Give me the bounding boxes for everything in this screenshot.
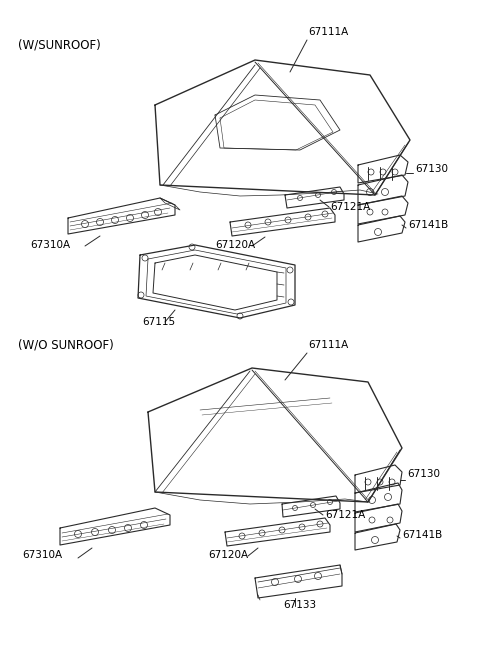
Text: 67111A: 67111A (308, 340, 348, 350)
Text: 67120A: 67120A (215, 240, 255, 250)
Text: 67130: 67130 (415, 164, 448, 174)
Text: 67120A: 67120A (208, 550, 248, 560)
Text: 67310A: 67310A (22, 550, 62, 560)
Text: 67121A: 67121A (330, 202, 370, 212)
Text: 67115: 67115 (142, 317, 175, 327)
Text: 67133: 67133 (283, 600, 316, 610)
Text: 67121A: 67121A (325, 510, 365, 520)
Text: 67111A: 67111A (308, 27, 348, 37)
Text: 67130: 67130 (407, 469, 440, 479)
Text: (W/SUNROOF): (W/SUNROOF) (18, 38, 101, 51)
Text: 67141B: 67141B (408, 220, 448, 230)
Text: (W/O SUNROOF): (W/O SUNROOF) (18, 338, 114, 351)
Text: 67141B: 67141B (402, 530, 442, 540)
Text: 67310A: 67310A (30, 240, 70, 250)
